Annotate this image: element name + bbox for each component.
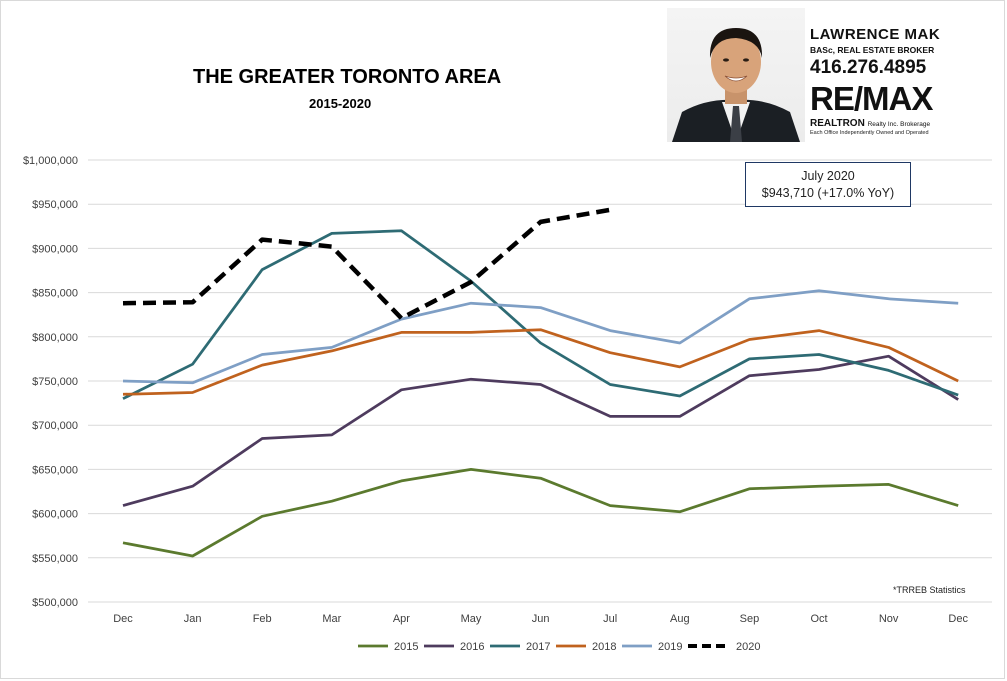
series-line-2016 — [122, 354, 959, 507]
x-tick-label: May — [461, 613, 482, 625]
series-line-2020 — [122, 207, 611, 321]
y-tick-label: $650,000 — [32, 464, 78, 476]
remax-logo: RE/MAX — [810, 80, 957, 120]
source-note: *TRREB Statistics — [893, 585, 966, 595]
brand-text: RE/MAX — [810, 81, 933, 115]
agent-info: LAWRENCE MAK BASc, REAL ESTATE BROKER 41… — [810, 26, 957, 136]
series-line-2015 — [122, 468, 959, 558]
agent-photo — [667, 8, 805, 142]
brokerage-suffix: Realty Inc. Brokerage — [867, 121, 931, 128]
series-line-2017 — [122, 229, 959, 400]
legend-label: 2019 — [658, 641, 682, 653]
y-tick-label: $750,000 — [32, 376, 78, 388]
agent-phone: 416.276.4895 — [810, 57, 927, 78]
legend-label: 2016 — [460, 641, 484, 653]
agent-name: LAWRENCE MAK — [810, 26, 941, 43]
chart-subtitle: 2015-2020 — [309, 96, 372, 111]
x-tick-label: Mar — [322, 613, 341, 625]
legend: 2015 2016 2017 2018 2019 2020 — [358, 641, 760, 653]
y-tick-label: $850,000 — [32, 288, 78, 300]
brokerage-name: REALTRON Realty Inc. Brokerage — [810, 118, 957, 129]
x-tick-label: Jan — [184, 613, 202, 625]
legend-item-2019: 2019 — [622, 641, 682, 653]
series-line-2019 — [122, 289, 959, 385]
legend-item-2020: 2020 — [688, 641, 760, 653]
annotation-line2: $943,710 (+17.0% YoY) — [761, 186, 895, 200]
x-tick-label: Dec — [948, 613, 968, 625]
legend-item-2018: 2018 — [556, 641, 616, 653]
y-tick-label: $550,000 — [32, 553, 78, 565]
agent-title: BASc, REAL ESTATE BROKER — [810, 45, 935, 55]
office-note: Each Office Independently Owned and Oper… — [810, 130, 929, 136]
y-tick-label: $600,000 — [32, 509, 78, 521]
legend-item-2016: 2016 — [424, 641, 484, 653]
x-tick-label: Sep — [740, 613, 760, 625]
legend-item-2017: 2017 — [490, 641, 550, 653]
series-lines — [122, 207, 959, 558]
brokerage-main: REALTRON — [810, 118, 865, 129]
y-tick-label: $700,000 — [32, 420, 78, 432]
series-line-2018 — [122, 328, 959, 396]
annotation-line1: July 2020 — [801, 169, 855, 183]
legend-label: 2018 — [592, 641, 616, 653]
y-tick-label: $800,000 — [32, 332, 78, 344]
x-axis-labels: Dec Jan Feb Mar Apr May Jun Jul Aug Sep Oct Nov Dec — [113, 613, 968, 625]
legend-label: 2015 — [394, 641, 418, 653]
x-tick-label: Aug — [670, 613, 690, 625]
legend-label: 2017 — [526, 641, 550, 653]
x-tick-label: Nov — [879, 613, 899, 625]
y-tick-label: $900,000 — [32, 243, 78, 255]
y-tick-label: $1,000,000 — [23, 155, 78, 167]
x-tick-label: Apr — [393, 613, 410, 625]
x-tick-label: Jun — [532, 613, 550, 625]
y-tick-label: $500,000 — [32, 597, 78, 609]
y-tick-label: $950,000 — [32, 199, 78, 211]
chart-title: THE GREATER TORONTO AREA — [193, 66, 502, 88]
legend-item-2015: 2015 — [358, 641, 418, 653]
x-tick-label: Oct — [810, 613, 827, 625]
annotation-callout: July 2020 $943,710 (+17.0% YoY) — [745, 162, 911, 207]
x-tick-label: Feb — [253, 613, 272, 625]
x-tick-label: Jul — [603, 613, 617, 625]
legend-label: 2020 — [736, 641, 760, 653]
y-axis-labels: $500,000 $550,000 $600,000 $650,000 $700,000… — [23, 155, 78, 609]
agent-card: LAWRENCE MAK BASc, REAL ESTATE BROKER 41… — [667, 8, 957, 144]
x-tick-label: Dec — [113, 613, 133, 625]
